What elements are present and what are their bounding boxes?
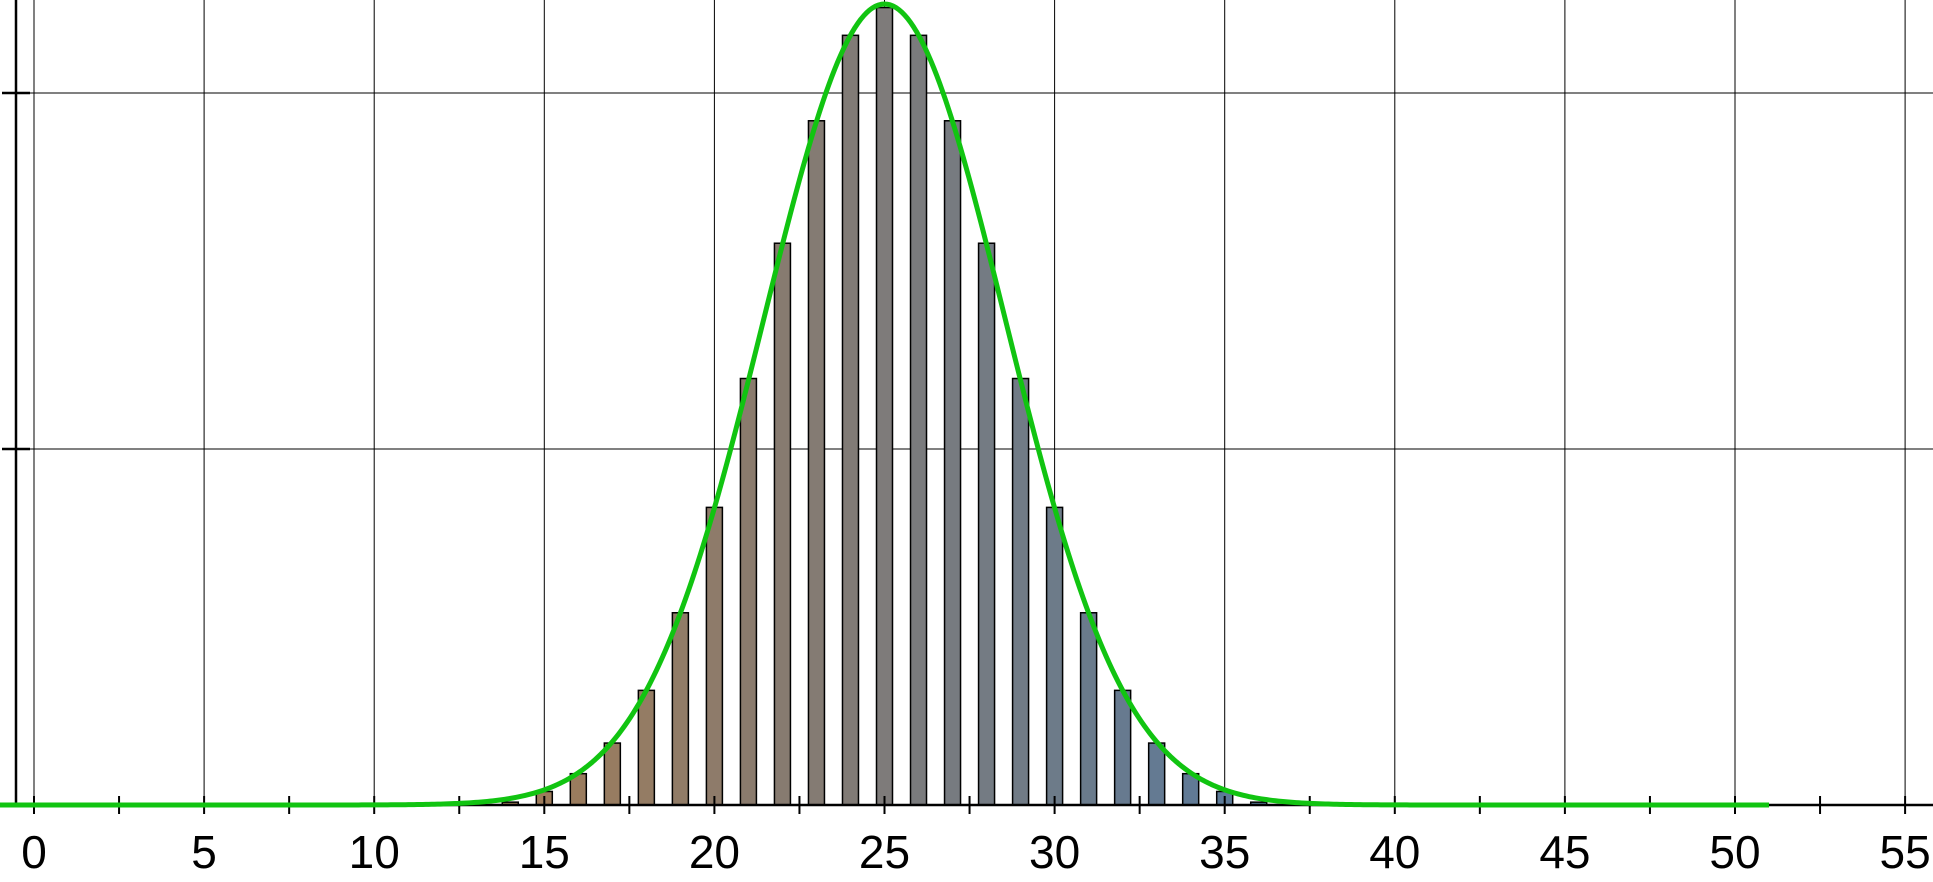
bar [943, 120, 962, 806]
bar [1147, 742, 1166, 806]
x-tick-label: 55 [1880, 826, 1931, 878]
x-tick-label: 20 [689, 826, 740, 878]
x-tick-label: 45 [1539, 826, 1590, 878]
bar [909, 34, 928, 806]
bar [875, 6, 894, 806]
bar [739, 377, 758, 806]
x-tick-label: 10 [349, 826, 400, 878]
bar [1045, 506, 1064, 806]
normal-curve [0, 1, 1770, 808]
bar [603, 742, 622, 806]
bar [841, 34, 860, 806]
x-tick-label: 30 [1029, 826, 1080, 878]
bar [1011, 377, 1030, 806]
x-tick-label: 5 [191, 826, 217, 878]
bar [977, 242, 996, 806]
bar [637, 689, 656, 806]
grid [16, 0, 1933, 805]
x-tick-label: 0 [21, 826, 47, 878]
curve [0, 1, 1770, 808]
bar [1079, 612, 1098, 806]
tick-labels: 0 5 10 15 20 25 30 35 40 45 50 55 [21, 826, 1930, 878]
x-tick-label: 50 [1709, 826, 1760, 878]
x-tick-label: 35 [1199, 826, 1250, 878]
bar [773, 242, 792, 806]
bars [467, 6, 1302, 806]
bar [705, 506, 724, 806]
axes [0, 0, 1933, 814]
bar [807, 120, 826, 806]
x-tick-label: 40 [1369, 826, 1420, 878]
x-tick-label: 25 [859, 826, 910, 878]
bar [1113, 689, 1132, 806]
x-tick-label: 15 [519, 826, 570, 878]
bar [671, 612, 690, 806]
